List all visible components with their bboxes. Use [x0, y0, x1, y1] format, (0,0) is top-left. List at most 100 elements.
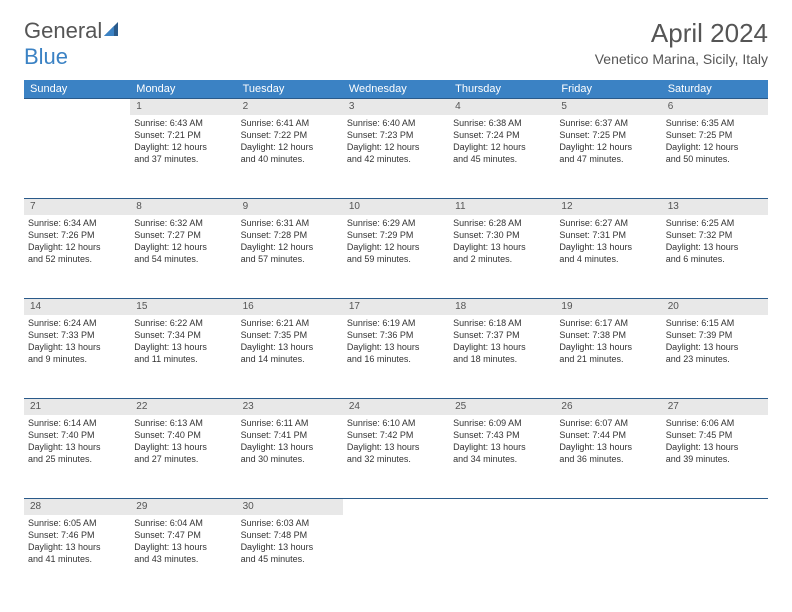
- day-number: 17: [343, 299, 449, 315]
- day-cell: Sunrise: 6:05 AMSunset: 7:46 PMDaylight:…: [24, 515, 130, 599]
- sunset-text: Sunset: 7:24 PM: [453, 129, 551, 141]
- day-cell: Sunrise: 6:28 AMSunset: 7:30 PMDaylight:…: [449, 215, 555, 299]
- day-number: 3: [343, 99, 449, 115]
- daylight-text: Daylight: 13 hours: [347, 441, 445, 453]
- sunset-text: Sunset: 7:41 PM: [241, 429, 339, 441]
- month-title: April 2024: [595, 18, 768, 49]
- location-text: Venetico Marina, Sicily, Italy: [595, 51, 768, 67]
- day-number: 19: [555, 299, 661, 315]
- sunrise-text: Sunrise: 6:09 AM: [453, 417, 551, 429]
- daylight-text: Daylight: 13 hours: [453, 241, 551, 253]
- sunrise-text: Sunrise: 6:41 AM: [241, 117, 339, 129]
- daylight-text: Daylight: 12 hours: [347, 141, 445, 153]
- day-number: 25: [449, 399, 555, 415]
- day-cell: Sunrise: 6:04 AMSunset: 7:47 PMDaylight:…: [130, 515, 236, 599]
- day-cell: Sunrise: 6:43 AMSunset: 7:21 PMDaylight:…: [130, 115, 236, 199]
- weekday-header: Monday: [130, 80, 236, 99]
- daylight-text: and 18 minutes.: [453, 353, 551, 365]
- sunrise-text: Sunrise: 6:43 AM: [134, 117, 232, 129]
- day-cell: Sunrise: 6:22 AMSunset: 7:34 PMDaylight:…: [130, 315, 236, 399]
- week-row: Sunrise: 6:05 AMSunset: 7:46 PMDaylight:…: [24, 515, 768, 599]
- sunset-text: Sunset: 7:29 PM: [347, 229, 445, 241]
- day-cell: Sunrise: 6:14 AMSunset: 7:40 PMDaylight:…: [24, 415, 130, 499]
- day-cell: Sunrise: 6:38 AMSunset: 7:24 PMDaylight:…: [449, 115, 555, 199]
- day-number: 11: [449, 199, 555, 215]
- day-number: 24: [343, 399, 449, 415]
- day-number: [449, 499, 555, 515]
- sunset-text: Sunset: 7:42 PM: [347, 429, 445, 441]
- sunrise-text: Sunrise: 6:11 AM: [241, 417, 339, 429]
- sunset-text: Sunset: 7:28 PM: [241, 229, 339, 241]
- daylight-text: and 25 minutes.: [28, 453, 126, 465]
- brand-text: GeneralBlue: [24, 18, 120, 70]
- day-cell: Sunrise: 6:24 AMSunset: 7:33 PMDaylight:…: [24, 315, 130, 399]
- calendar-body: 123456Sunrise: 6:43 AMSunset: 7:21 PMDay…: [24, 99, 768, 599]
- sunset-text: Sunset: 7:47 PM: [134, 529, 232, 541]
- page-header: GeneralBlue April 2024 Venetico Marina, …: [24, 18, 768, 70]
- daylight-text: Daylight: 13 hours: [347, 341, 445, 353]
- daylight-text: Daylight: 13 hours: [559, 441, 657, 453]
- daylight-text: Daylight: 12 hours: [559, 141, 657, 153]
- daylight-text: and 43 minutes.: [134, 553, 232, 565]
- sunrise-text: Sunrise: 6:13 AM: [134, 417, 232, 429]
- day-number: 4: [449, 99, 555, 115]
- daylight-text: and 30 minutes.: [241, 453, 339, 465]
- day-cell: Sunrise: 6:10 AMSunset: 7:42 PMDaylight:…: [343, 415, 449, 499]
- week-row: Sunrise: 6:34 AMSunset: 7:26 PMDaylight:…: [24, 215, 768, 299]
- daylight-text: Daylight: 12 hours: [241, 241, 339, 253]
- daylight-text: and 59 minutes.: [347, 253, 445, 265]
- week-row: Sunrise: 6:14 AMSunset: 7:40 PMDaylight:…: [24, 415, 768, 499]
- daylight-text: and 32 minutes.: [347, 453, 445, 465]
- sunrise-text: Sunrise: 6:19 AM: [347, 317, 445, 329]
- day-number: 13: [662, 199, 768, 215]
- day-cell: Sunrise: 6:41 AMSunset: 7:22 PMDaylight:…: [237, 115, 343, 199]
- daylight-text: and 36 minutes.: [559, 453, 657, 465]
- sunset-text: Sunset: 7:25 PM: [559, 129, 657, 141]
- sunset-text: Sunset: 7:32 PM: [666, 229, 764, 241]
- brand-part2: Blue: [24, 44, 68, 69]
- daylight-text: Daylight: 12 hours: [28, 241, 126, 253]
- day-number: 6: [662, 99, 768, 115]
- daylight-text: Daylight: 13 hours: [666, 341, 764, 353]
- day-number: 10: [343, 199, 449, 215]
- daylight-text: and 11 minutes.: [134, 353, 232, 365]
- daylight-text: Daylight: 13 hours: [241, 441, 339, 453]
- day-cell: Sunrise: 6:13 AMSunset: 7:40 PMDaylight:…: [130, 415, 236, 499]
- day-number: 23: [237, 399, 343, 415]
- sunrise-text: Sunrise: 6:06 AM: [666, 417, 764, 429]
- day-cell: Sunrise: 6:17 AMSunset: 7:38 PMDaylight:…: [555, 315, 661, 399]
- sunset-text: Sunset: 7:33 PM: [28, 329, 126, 341]
- day-cell: Sunrise: 6:31 AMSunset: 7:28 PMDaylight:…: [237, 215, 343, 299]
- day-cell: Sunrise: 6:25 AMSunset: 7:32 PMDaylight:…: [662, 215, 768, 299]
- day-cell: Sunrise: 6:40 AMSunset: 7:23 PMDaylight:…: [343, 115, 449, 199]
- daylight-text: Daylight: 13 hours: [241, 541, 339, 553]
- day-number: [555, 499, 661, 515]
- daylight-text: and 45 minutes.: [241, 553, 339, 565]
- week-row: Sunrise: 6:43 AMSunset: 7:21 PMDaylight:…: [24, 115, 768, 199]
- daynum-row: 21222324252627: [24, 399, 768, 415]
- sail-icon: [102, 18, 120, 44]
- daylight-text: Daylight: 12 hours: [453, 141, 551, 153]
- daylight-text: and 37 minutes.: [134, 153, 232, 165]
- daylight-text: Daylight: 13 hours: [28, 441, 126, 453]
- sunrise-text: Sunrise: 6:17 AM: [559, 317, 657, 329]
- day-cell: Sunrise: 6:37 AMSunset: 7:25 PMDaylight:…: [555, 115, 661, 199]
- daylight-text: and 41 minutes.: [28, 553, 126, 565]
- sunrise-text: Sunrise: 6:35 AM: [666, 117, 764, 129]
- day-cell: Sunrise: 6:15 AMSunset: 7:39 PMDaylight:…: [662, 315, 768, 399]
- sunrise-text: Sunrise: 6:24 AM: [28, 317, 126, 329]
- daylight-text: Daylight: 13 hours: [559, 241, 657, 253]
- sunrise-text: Sunrise: 6:05 AM: [28, 517, 126, 529]
- weekday-header: Saturday: [662, 80, 768, 99]
- daylight-text: Daylight: 13 hours: [134, 341, 232, 353]
- daylight-text: and 16 minutes.: [347, 353, 445, 365]
- daylight-text: and 27 minutes.: [134, 453, 232, 465]
- day-number: 1: [130, 99, 236, 115]
- daylight-text: and 4 minutes.: [559, 253, 657, 265]
- day-cell: Sunrise: 6:34 AMSunset: 7:26 PMDaylight:…: [24, 215, 130, 299]
- sunrise-text: Sunrise: 6:10 AM: [347, 417, 445, 429]
- daynum-row: 78910111213: [24, 199, 768, 215]
- sunrise-text: Sunrise: 6:37 AM: [559, 117, 657, 129]
- sunrise-text: Sunrise: 6:15 AM: [666, 317, 764, 329]
- sunrise-text: Sunrise: 6:03 AM: [241, 517, 339, 529]
